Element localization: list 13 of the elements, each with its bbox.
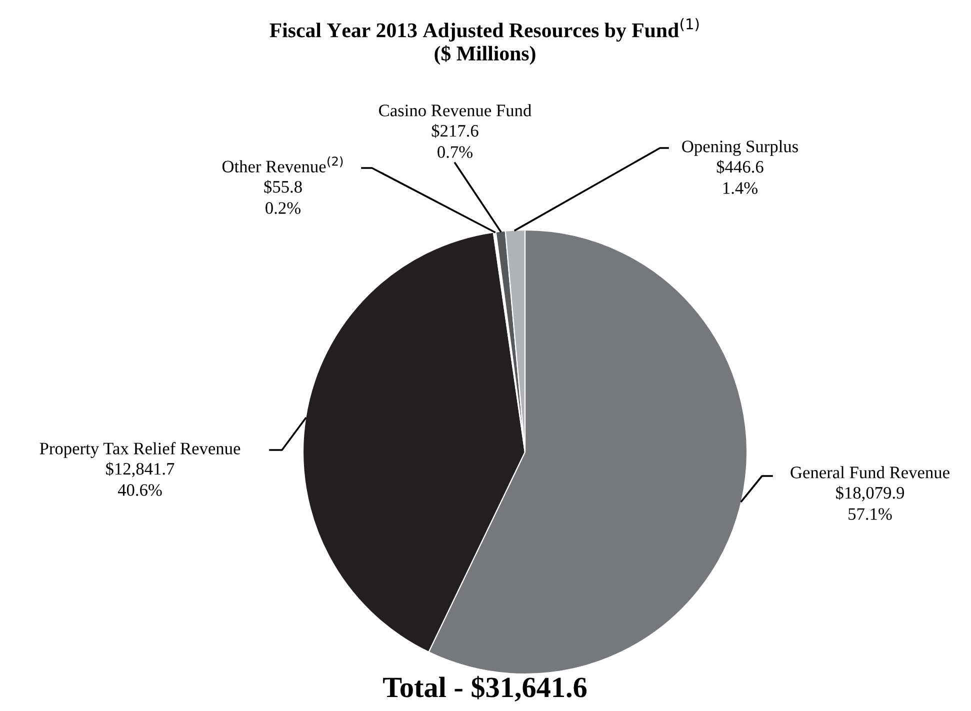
data-label: $446.6 1.4%: [716, 160, 764, 194]
slice-label: Opening Surplus: [682, 140, 798, 156]
slice-label: Casino Revenue Fund: [379, 104, 532, 116]
slice-label: Property Tax Relief Revenue: [40, 442, 240, 458]
data-label: $18,079.9 57.1%: [836, 486, 904, 520]
chart-title: Fiscal Year 2013 Adjusted Resources by Fund$^{(1)}$: [270, 18, 699, 42]
slice-label: Other Revenue$^{(2)}$: [222, 156, 343, 172]
data-label: $217.6 0.7%: [432, 124, 478, 158]
slice-label: General Fund Revenue: [790, 466, 950, 478]
chart-subtitle: ($ Millions): [434, 45, 536, 65]
text: Total - $31,641.6: [383, 676, 587, 702]
data-label: $55.8 0.2%: [264, 180, 302, 214]
data-label: $12,841.7 40.6%: [106, 462, 174, 496]
